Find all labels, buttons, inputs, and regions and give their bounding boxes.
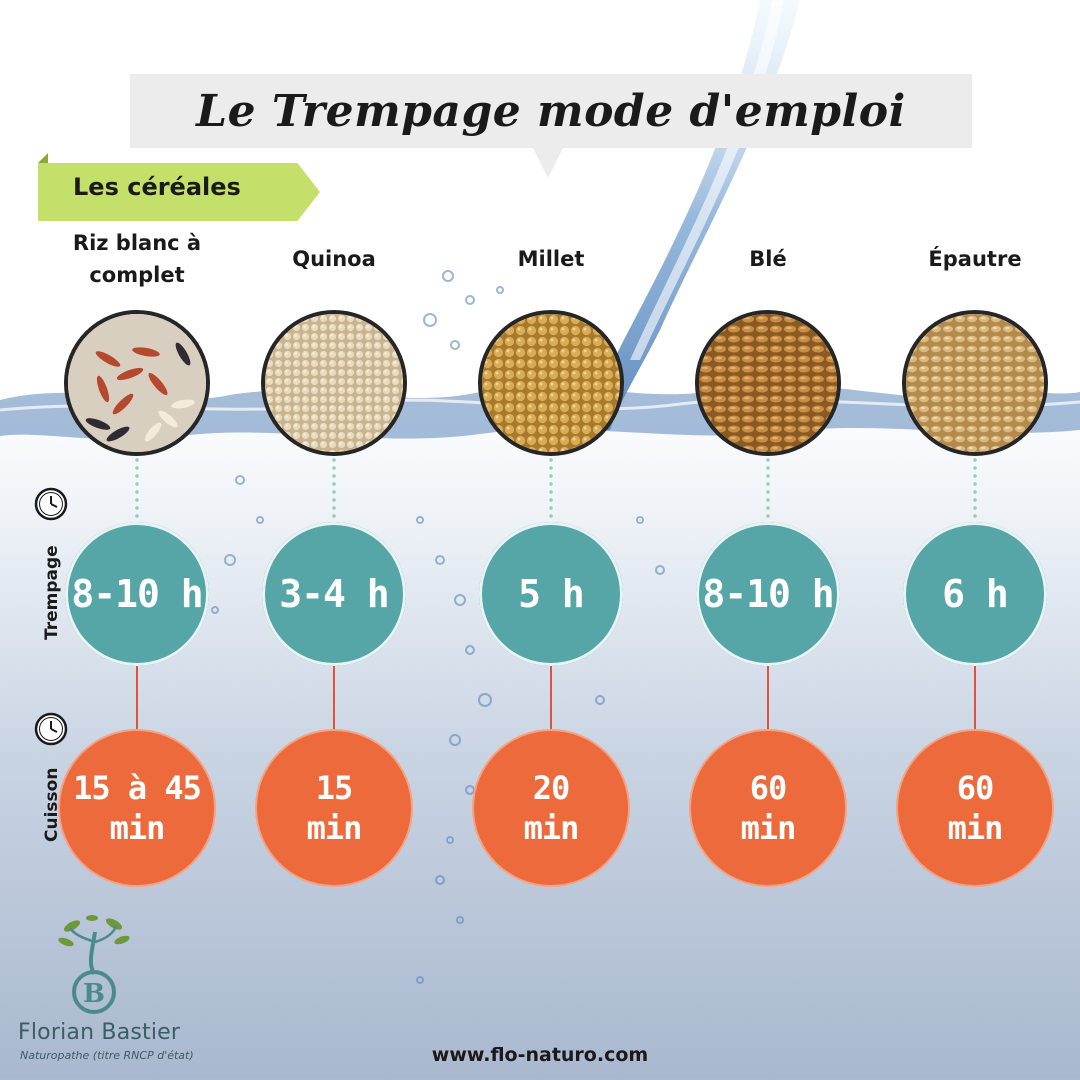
tree-logo-icon: B	[58, 915, 130, 1014]
soak-time: 5 h	[518, 572, 585, 616]
cook-time-unit: min	[306, 809, 363, 847]
connector-line	[550, 666, 552, 736]
clock-icon	[34, 712, 68, 746]
millet-grains-image	[478, 310, 624, 456]
grain-column-spelt: Épautre 6 h 60 min	[865, 0, 1080, 1080]
cook-time-badge: 20 min	[477, 734, 625, 882]
soak-time-badge: 6 h	[903, 522, 1047, 666]
cook-time-unit: min	[109, 809, 166, 847]
cook-time-value: 60	[749, 769, 788, 807]
cook-time-badge: 60 min	[901, 734, 1049, 882]
grain-column-millet: Millet 5 h 20 min	[441, 0, 661, 1080]
connector-line	[974, 666, 976, 736]
soak-time: 8-10 h	[71, 572, 203, 616]
cook-time-unit: min	[523, 809, 580, 847]
ribbon-fold	[38, 153, 48, 163]
connector-line	[333, 666, 335, 736]
spelt-grains-image	[902, 310, 1048, 456]
connector-dots	[549, 456, 553, 522]
cook-time-badge: 60 min	[694, 734, 842, 882]
soak-time-badge: 5 h	[479, 522, 623, 666]
connector-line	[136, 666, 138, 736]
grain-name-line1: Millet	[517, 247, 585, 271]
soak-time-badge: 8-10 h	[65, 522, 209, 666]
grain-column-rice: Riz blanc à complet	[27, 0, 247, 1080]
quinoa-grains-image	[261, 310, 407, 456]
soak-time-badge: 8-10 h	[696, 522, 840, 666]
soak-time: 8-10 h	[702, 572, 834, 616]
cook-time-unit: min	[947, 809, 1004, 847]
grain-name-line1: Riz blanc à	[72, 231, 202, 255]
connector-dots	[766, 456, 770, 522]
rice-grains-image	[64, 310, 210, 456]
grain-name-line1: Épautre	[928, 247, 1022, 271]
grain-column-wheat: Blé 8-10 h 60 min	[658, 0, 878, 1080]
title-banner: Le Trempage mode d'emploi	[130, 74, 972, 148]
cook-time-value: 60	[956, 769, 995, 807]
page-title: Le Trempage mode d'emploi	[196, 85, 906, 137]
brand-subtitle: Naturopathe (titre RNCP d'état)	[20, 1049, 194, 1062]
cook-time-unit: min	[740, 809, 797, 847]
svg-text:B: B	[83, 979, 105, 1009]
connector-dots	[973, 456, 977, 522]
soak-time: 6 h	[942, 572, 1009, 616]
soak-time: 3-4 h	[279, 572, 389, 616]
cook-time-badge: 15 min	[260, 734, 408, 882]
grain-column-quinoa: Quinoa 3-4 h 15 min	[224, 0, 444, 1080]
cook-time-value: 20	[532, 769, 571, 807]
soak-time-badge: 3-4 h	[262, 522, 406, 666]
website-link[interactable]: www.flo-naturo.com	[431, 1044, 649, 1066]
connector-dots	[135, 456, 139, 522]
clock-icon	[34, 487, 68, 521]
cook-time-badge: 15 à 45 min	[63, 734, 211, 882]
grain-name-line1: Blé	[749, 247, 787, 271]
category-ribbon	[38, 163, 320, 221]
grain-name-line1: Quinoa	[292, 247, 376, 271]
connector-dots	[332, 456, 336, 522]
wheat-grains-image	[695, 310, 841, 456]
category-label: Les céréales	[73, 173, 241, 201]
brand-name: Florian Bastier	[18, 1020, 181, 1045]
title-banner-pointer	[532, 146, 564, 178]
cook-time-value: 15 à 45	[73, 769, 202, 807]
grain-name-line2: complet	[89, 263, 185, 287]
connector-line	[767, 666, 769, 736]
cook-time-value: 15	[315, 769, 354, 807]
